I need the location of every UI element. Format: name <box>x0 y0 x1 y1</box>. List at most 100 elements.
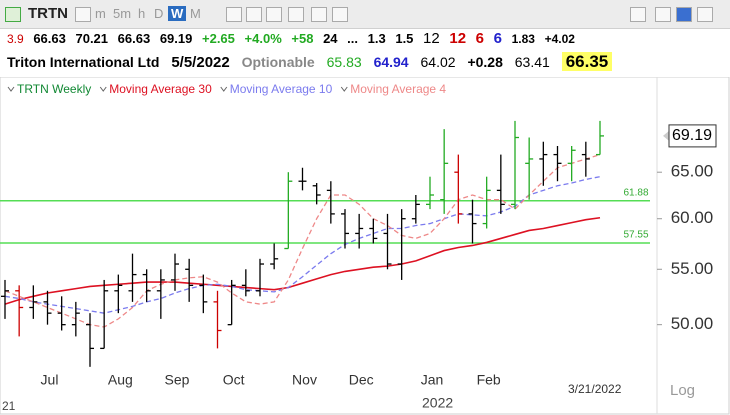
y-tick-label: 65.00 <box>671 162 714 181</box>
info-value: 64.02 <box>420 54 456 70</box>
quote-value: 3.9 <box>7 32 24 46</box>
quote-value: 69.19 <box>159 31 193 46</box>
info-value: 63.41 <box>514 54 550 70</box>
ohlc-bar <box>411 194 420 224</box>
ohlc-bar <box>482 176 491 229</box>
ohlc-bar <box>114 274 123 314</box>
quote-value: +2.65 <box>202 31 235 46</box>
quote-value: 6 <box>475 30 485 47</box>
checkbox-icon[interactable] <box>5 7 21 22</box>
interval[interactable]: m <box>95 6 106 21</box>
ohlc-bar <box>468 199 477 244</box>
optionable: Optionable <box>241 54 315 70</box>
ohlc-bar <box>185 258 194 302</box>
ohlc-bar <box>270 243 279 270</box>
legend: TRTN Weekly Moving Average 30 Moving Avera… <box>7 82 446 96</box>
ohlc-bar <box>525 137 534 200</box>
quote-value: +4.02 <box>544 32 575 46</box>
x-tick-label: Dec <box>349 372 374 388</box>
ohlc-bar <box>227 279 236 326</box>
x-tick-label: Feb <box>477 372 501 388</box>
info-value: 66.35 <box>561 52 613 71</box>
ohlc-bar <box>156 269 165 319</box>
interval[interactable]: D <box>154 6 164 21</box>
ohlc-bar <box>440 129 449 214</box>
date: 5/5/2022 <box>171 54 230 71</box>
info-row: Triton International Ltd 5/5/2022 Option… <box>7 52 620 74</box>
quote-value: +4.0% <box>244 31 282 46</box>
quote-value: 70.21 <box>75 31 109 46</box>
interval[interactable]: M <box>190 6 201 21</box>
toolbar: TRTN m 5m h D W M <box>0 0 730 29</box>
ohlc-bar <box>213 290 222 349</box>
quote-row: 3.9 66.63 70.21 66.63 69.19 +2.65 +4.0% … <box>7 30 581 50</box>
level-label: 61.88 <box>623 187 648 198</box>
ohlc-bar <box>596 120 604 156</box>
interval[interactable]: h <box>138 6 146 21</box>
legend-icon <box>220 86 228 92</box>
interval[interactable]: 5m <box>113 6 132 21</box>
ohlc-bar <box>397 209 406 280</box>
legend-entry: Moving Average 30 <box>109 82 212 96</box>
chart: 2022 21 3/21/2022 Log 50.00 55.00 60.00 65.… <box>0 77 730 415</box>
y-tick-label: 50.00 <box>671 314 714 333</box>
quote-value: 66.63 <box>33 31 66 46</box>
ohlc-bar <box>256 258 264 297</box>
icon[interactable] <box>630 7 646 22</box>
ohlc-bar <box>100 279 109 350</box>
icon[interactable] <box>288 7 304 22</box>
x-tick-label: Aug <box>108 372 133 388</box>
ohlc-bar <box>341 209 349 249</box>
price-pointer <box>663 130 669 141</box>
ohlc-bar <box>57 296 66 331</box>
icon[interactable] <box>311 7 327 22</box>
y-tick-label: 60.00 <box>671 208 714 227</box>
quote-value: +58 <box>291 31 314 46</box>
info-value: 64.94 <box>373 54 409 70</box>
ohlc-bar <box>312 183 321 205</box>
ohlc-bar <box>369 218 378 244</box>
symbol[interactable]: TRTN <box>28 5 68 22</box>
ohlc-bar <box>29 285 38 319</box>
ohlc-bar <box>383 213 392 270</box>
quote-value: 24 <box>323 31 338 46</box>
ohlc-bar <box>284 172 293 250</box>
level-label: 57.55 <box>623 230 648 241</box>
quote-value: 1.5 <box>395 31 414 46</box>
ohlc-bar <box>355 213 364 249</box>
icon[interactable] <box>226 7 242 22</box>
company-name: Triton International Ltd <box>7 54 160 70</box>
legend-entry: Moving Average 10 <box>230 82 333 96</box>
icon[interactable] <box>655 7 671 22</box>
icon[interactable] <box>75 7 91 22</box>
quote-value: 66.63 <box>117 31 151 46</box>
interval[interactable]: W <box>168 6 187 21</box>
ohlc-bar <box>241 269 250 297</box>
icon[interactable] <box>266 7 282 22</box>
ohlc-bar <box>567 145 576 182</box>
ohlc-bar <box>581 141 590 177</box>
ohlc-bar <box>298 167 307 191</box>
legend-icon <box>7 86 15 92</box>
y-tick-label: 55.00 <box>671 259 714 278</box>
log-button[interactable]: Log <box>670 382 695 399</box>
icon[interactable] <box>246 7 262 22</box>
legend-entry: TRTN Weekly <box>17 82 91 96</box>
ohlc-bar <box>43 290 52 325</box>
icon[interactable] <box>676 7 692 22</box>
ohlc-bar <box>539 141 548 186</box>
ohlc-bar <box>199 274 208 314</box>
year-label: 21 <box>2 399 16 413</box>
legend-icon <box>99 86 107 92</box>
ohlc-bar <box>511 120 519 210</box>
ohlc-bar <box>15 285 24 337</box>
legend-entry: Moving Average 4 <box>350 82 446 96</box>
ohlc-bar <box>171 253 179 291</box>
icon[interactable] <box>332 7 348 22</box>
x-tick-label: Nov <box>292 372 317 388</box>
last-price: 69.19 <box>672 127 712 144</box>
quote-value: ... <box>347 31 359 46</box>
ohlc-bar <box>426 176 434 210</box>
icon[interactable] <box>697 7 713 22</box>
